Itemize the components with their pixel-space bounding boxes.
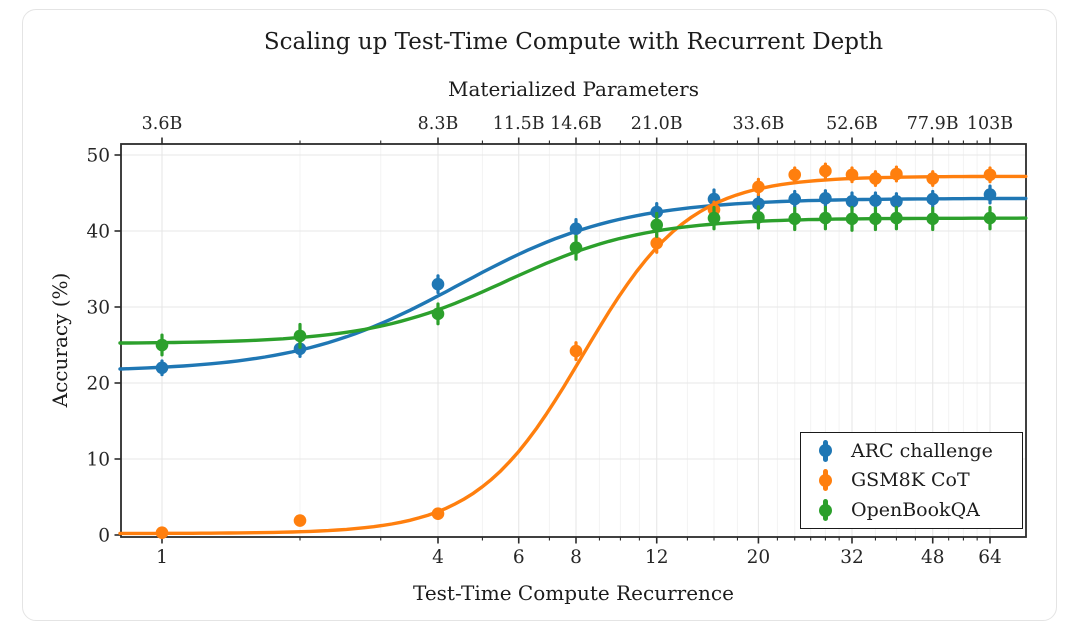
data-point bbox=[890, 167, 903, 181]
data-point bbox=[752, 211, 765, 224]
data-point bbox=[752, 197, 765, 210]
legend-item-gsm8k-cot: GSM8K CoT bbox=[817, 466, 1022, 495]
data-point bbox=[983, 211, 997, 225]
svg-text:50: 50 bbox=[86, 146, 110, 167]
errorbar-marker-icon bbox=[817, 498, 833, 522]
data-point bbox=[752, 180, 765, 194]
svg-text:14.6B: 14.6B bbox=[550, 114, 602, 134]
data-point bbox=[431, 507, 445, 521]
svg-text:30: 30 bbox=[86, 298, 110, 319]
svg-text:4: 4 bbox=[432, 547, 444, 568]
errorbar-marker-icon bbox=[817, 468, 833, 492]
data-point bbox=[788, 192, 802, 206]
data-point bbox=[926, 212, 940, 226]
axes-frame bbox=[120, 143, 1027, 538]
data-point bbox=[650, 218, 664, 232]
data-point bbox=[983, 188, 997, 201]
svg-text:8: 8 bbox=[570, 547, 582, 568]
trend-curve bbox=[118, 216, 1028, 345]
svg-text:33.6B: 33.6B bbox=[733, 114, 785, 134]
svg-text:64: 64 bbox=[978, 547, 1002, 568]
svg-text:11.5B: 11.5B bbox=[493, 114, 545, 134]
svg-text:10: 10 bbox=[86, 450, 110, 471]
svg-text:20: 20 bbox=[747, 547, 771, 568]
legend-item-openbookqa: OpenBookQA bbox=[817, 496, 1022, 525]
data-point bbox=[431, 277, 445, 291]
data-point bbox=[845, 212, 859, 226]
svg-text:32: 32 bbox=[840, 547, 864, 568]
svg-text:8.3B: 8.3B bbox=[418, 114, 459, 134]
data-point bbox=[155, 361, 169, 375]
data-point bbox=[869, 194, 882, 207]
data-point bbox=[890, 211, 903, 225]
legend-label: OpenBookQA bbox=[851, 499, 980, 522]
data-point bbox=[707, 211, 721, 225]
data-point bbox=[569, 222, 583, 236]
svg-text:6: 6 bbox=[513, 547, 525, 568]
svg-text:77.9B: 77.9B bbox=[907, 114, 959, 134]
top-axis-label: Materialized Parameters bbox=[448, 77, 699, 101]
svg-text:3.6B: 3.6B bbox=[142, 114, 183, 134]
data-point bbox=[819, 192, 832, 205]
svg-text:40: 40 bbox=[86, 222, 110, 243]
svg-text:21.0B: 21.0B bbox=[631, 114, 683, 134]
data-point bbox=[983, 168, 997, 182]
x-axis-label: Test-Time Compute Recurrence bbox=[413, 581, 734, 605]
legend-label: ARC challenge bbox=[851, 439, 993, 462]
svg-text:103B: 103B bbox=[967, 114, 1013, 134]
legend-item-arc-challenge: ARC challenge bbox=[817, 436, 1022, 465]
x-tick-labels: 1 4 6 8 12 20 32 48 64 bbox=[156, 547, 1002, 568]
series-arc-challenge bbox=[118, 184, 1028, 377]
chart-title: Scaling up Test-Time Compute with Recurr… bbox=[263, 29, 884, 55]
data-point bbox=[890, 195, 903, 208]
data-point bbox=[845, 168, 859, 182]
data-point bbox=[569, 344, 583, 358]
data-point bbox=[819, 164, 832, 178]
series-gsm8k-cot bbox=[118, 162, 1028, 540]
data-point bbox=[926, 172, 940, 185]
data-point bbox=[819, 211, 832, 225]
data-point bbox=[869, 212, 882, 226]
svg-text:12: 12 bbox=[645, 547, 669, 568]
svg-text:1: 1 bbox=[156, 547, 168, 568]
data-point bbox=[293, 514, 307, 527]
data-point bbox=[431, 307, 445, 321]
chart-legend: ARC challenge GSM8K CoT OpenBookQA bbox=[800, 432, 1023, 529]
data-point bbox=[788, 168, 802, 182]
series-openbookqa bbox=[118, 205, 1028, 357]
svg-text:52.6B: 52.6B bbox=[826, 114, 878, 134]
top-tick-labels: 3.6B 8.3B 11.5B 14.6B 21.0B 33.6B 52.6B 77.9B 10… bbox=[142, 114, 1013, 134]
data-point bbox=[293, 329, 307, 343]
data-point bbox=[788, 212, 802, 226]
data-point bbox=[155, 526, 169, 540]
data-point bbox=[650, 236, 664, 250]
data-point bbox=[155, 338, 169, 352]
y-axis-label: Accuracy (%) bbox=[48, 272, 72, 408]
data-point bbox=[926, 192, 940, 206]
data-point bbox=[569, 241, 583, 255]
svg-text:20: 20 bbox=[86, 374, 110, 395]
data-point bbox=[869, 172, 882, 185]
svg-text:48: 48 bbox=[921, 547, 945, 568]
svg-text:0: 0 bbox=[98, 526, 110, 547]
data-point bbox=[845, 195, 859, 208]
errorbar-marker-icon bbox=[817, 439, 833, 463]
y-tick-labels: 0 10 20 30 40 50 bbox=[86, 146, 110, 547]
legend-label: GSM8K CoT bbox=[851, 469, 970, 492]
